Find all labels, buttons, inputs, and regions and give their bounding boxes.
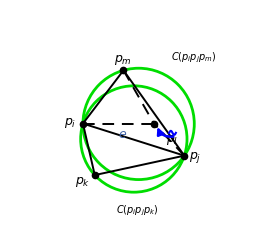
Text: $p_m$: $p_m$ <box>114 53 132 67</box>
Text: $p_l$: $p_l$ <box>166 133 179 147</box>
Text: $C(p_ip_jp_k)$: $C(p_ip_jp_k)$ <box>116 203 159 218</box>
Text: $p_k$: $p_k$ <box>75 175 91 189</box>
Text: $C(p_ip_jp_m)$: $C(p_ip_jp_m)$ <box>171 50 216 65</box>
Text: $e$: $e$ <box>118 128 127 141</box>
Text: $p_i$: $p_i$ <box>64 116 76 130</box>
Text: $p_j$: $p_j$ <box>189 150 201 164</box>
